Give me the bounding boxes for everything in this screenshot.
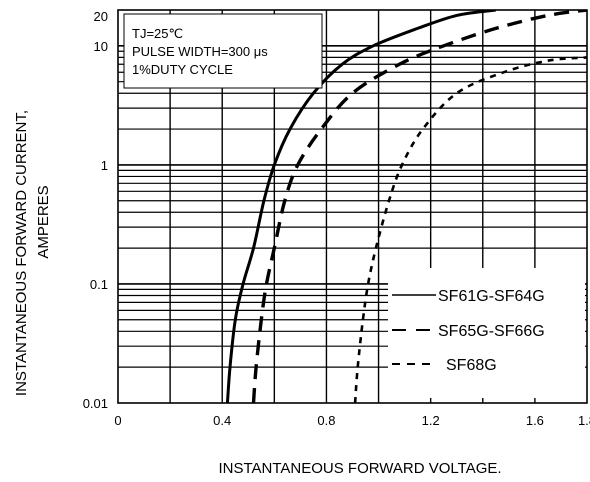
- plot-frame: [117, 9, 588, 404]
- series-line-1: [225, 10, 497, 403]
- y-tick-label: 0.01: [83, 396, 108, 411]
- legend-label-3: SF68G: [446, 357, 497, 374]
- series-line-2: [251, 10, 587, 403]
- y-tick-label: 20: [94, 9, 108, 24]
- annotation-line-3: 1%DUTY CYCLE: [132, 62, 233, 77]
- legend-background: [388, 268, 585, 398]
- x-tick-label: 1.2: [422, 413, 440, 428]
- x-axis-title: INSTANTANEOUS FORWARD VOLTAGE.: [218, 460, 501, 477]
- legend-label-1: SF61G-SF64G: [438, 288, 545, 305]
- y-tick-label: 10: [94, 39, 108, 54]
- y-tick-label: 1: [101, 158, 108, 173]
- legend: SF61G-SF64G SF65G-SF66G SF68G: [388, 268, 585, 398]
- annotation-box: TJ=25℃ PULSE WIDTH=300 μs 1%DUTY CYCLE: [123, 13, 323, 89]
- y-tick-labels: 0.01 0.1 1 10 20: [83, 9, 108, 411]
- x-tick-labels: 0 0.4 0.8 1.2 1.6 1.8: [114, 413, 590, 428]
- legend-label-2: SF65G-SF66G: [438, 323, 545, 340]
- x-tick-label: 1.6: [526, 413, 544, 428]
- annotation-line-2: PULSE WIDTH=300 μs: [132, 44, 268, 59]
- x-tick-label: 1.8: [578, 413, 590, 428]
- annotation-background: [123, 13, 323, 89]
- series-lines: [225, 10, 587, 403]
- x-tick-label: 0: [114, 413, 121, 428]
- y-axis-title-line-1: INSTANTANEOUS FORWARD CURRENT,: [13, 110, 30, 396]
- annotation-line-1: TJ=25℃: [132, 26, 183, 41]
- x-tick-label: 0.4: [213, 413, 231, 428]
- x-tick-label: 0.8: [317, 413, 335, 428]
- y-tick-label: 0.1: [90, 277, 108, 292]
- y-axis-title-line-2: AMPERES: [35, 185, 52, 258]
